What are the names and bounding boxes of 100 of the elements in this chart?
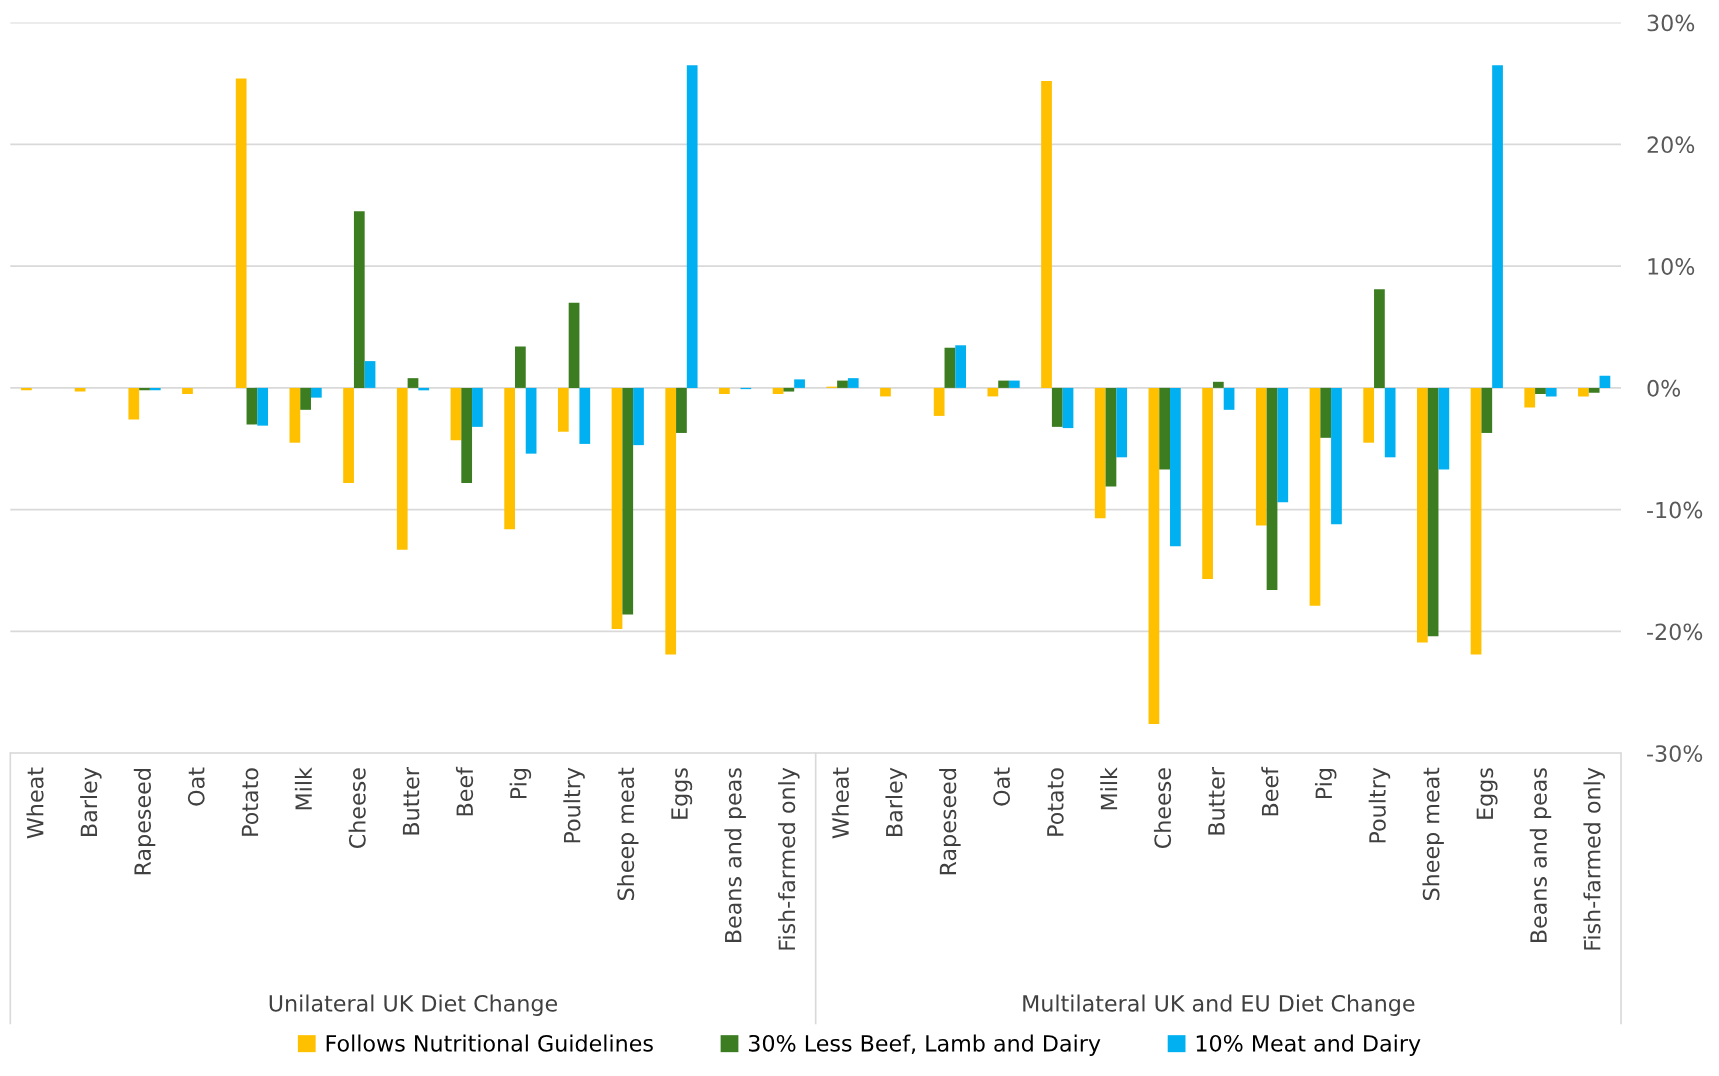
bar xyxy=(1363,387,1375,443)
x-tick-label: Sheep meat xyxy=(617,767,639,900)
bar xyxy=(837,380,848,388)
bar xyxy=(257,387,269,426)
legend-label: 30% Less Beef, Lamb and Dairy xyxy=(748,1034,1101,1056)
y-tick-label: -30% xyxy=(1647,745,1703,762)
bar xyxy=(246,387,258,425)
bar xyxy=(622,387,634,615)
x-tick-label: Potato xyxy=(241,768,259,836)
x-tick-label: Rapeseed xyxy=(133,769,156,875)
bar xyxy=(880,387,891,397)
bar xyxy=(1309,387,1321,606)
bar xyxy=(74,387,86,392)
x-tick-label: Poultry xyxy=(563,767,585,843)
bar xyxy=(1384,387,1396,458)
y-tick-label: 30% xyxy=(1647,14,1695,32)
bar xyxy=(847,378,859,388)
bar xyxy=(1051,387,1063,427)
bar xyxy=(1159,387,1171,470)
bar xyxy=(676,387,687,433)
bar xyxy=(353,211,365,388)
bar xyxy=(1470,387,1482,655)
bar xyxy=(461,387,473,483)
bar xyxy=(1481,387,1493,433)
x-tick-label: Barley xyxy=(80,767,102,836)
text: Multilateral UK and EU Diet Change xyxy=(1023,994,1415,1017)
bar xyxy=(1212,381,1224,388)
bar xyxy=(794,379,805,388)
x-tick-label: Potato xyxy=(1047,768,1064,836)
x-tick-label: Eggs xyxy=(1476,768,1498,819)
bar xyxy=(568,302,580,388)
x-tick-label: Butter xyxy=(1208,767,1225,835)
y-tick-label: 0% xyxy=(1647,379,1681,397)
bar xyxy=(665,387,677,655)
bar xyxy=(1148,387,1160,724)
y-tick-label: 10% xyxy=(1648,258,1695,275)
x-tick-label: Wheat xyxy=(26,767,44,839)
bar xyxy=(450,387,462,441)
y-tick-label: -20% xyxy=(1647,623,1703,641)
legend-label: 10% Meat and Dairy xyxy=(1196,1034,1421,1056)
bar xyxy=(300,387,311,410)
bar xyxy=(364,361,376,388)
bar xyxy=(504,387,515,530)
bar xyxy=(987,387,999,397)
x-tick-label: Beef xyxy=(455,766,474,816)
x-tick-label: Poultry xyxy=(1368,767,1391,843)
x-tick-label: Milk xyxy=(294,767,312,810)
bar xyxy=(1524,387,1536,408)
bar xyxy=(1438,387,1450,470)
bar xyxy=(1202,387,1213,580)
bar xyxy=(289,387,301,443)
bar xyxy=(633,387,644,446)
bar xyxy=(1277,387,1289,503)
bar xyxy=(557,387,569,432)
bar xyxy=(1223,387,1235,410)
bar xyxy=(1492,65,1503,388)
bar xyxy=(1105,387,1117,487)
bar xyxy=(1320,387,1332,438)
bar xyxy=(1008,380,1020,388)
x-tick-label: Pig xyxy=(509,769,532,799)
x-tick-label: Rapeseed xyxy=(939,769,961,875)
bar xyxy=(235,78,247,388)
x-tick-label: Oat xyxy=(993,767,1011,806)
bar xyxy=(579,387,591,444)
bar xyxy=(310,387,322,398)
x-tick-label: Beans and peas xyxy=(724,768,746,943)
bar xyxy=(1331,387,1342,525)
x-tick-label: Butter xyxy=(402,767,420,835)
bar xyxy=(719,387,730,394)
bar xyxy=(1427,387,1439,637)
bar xyxy=(955,345,966,388)
bar xyxy=(933,387,945,416)
bar xyxy=(343,387,354,483)
bar xyxy=(1116,387,1128,458)
bar xyxy=(1170,387,1181,547)
x-tick-label: Oat xyxy=(187,767,205,806)
bar xyxy=(1578,387,1589,397)
bar xyxy=(686,65,698,388)
x-tick-label: Beans and peas xyxy=(1529,768,1552,943)
bar xyxy=(472,387,483,427)
bar xyxy=(1535,387,1546,394)
x-tick-label: Cheese xyxy=(348,768,366,849)
bar xyxy=(998,380,1009,388)
bar xyxy=(1588,387,1600,393)
x-tick-label: Eggs xyxy=(671,768,693,819)
bar xyxy=(944,347,956,388)
x-tick-label: Milk xyxy=(1100,767,1118,810)
bar xyxy=(407,378,419,388)
bar xyxy=(128,387,140,420)
x-tick-label: Cheese xyxy=(1153,768,1172,849)
x-tick-label: Pig xyxy=(1314,769,1337,799)
bar xyxy=(772,387,784,394)
bar xyxy=(1416,387,1428,643)
bar xyxy=(1545,387,1557,397)
x-tick-label: Beef xyxy=(1261,766,1279,816)
bar xyxy=(1374,289,1385,388)
x-tick-label: Wheat xyxy=(831,767,849,839)
y-tick-label: -10% xyxy=(1647,501,1703,519)
bar xyxy=(182,387,193,394)
bar xyxy=(1599,375,1611,388)
